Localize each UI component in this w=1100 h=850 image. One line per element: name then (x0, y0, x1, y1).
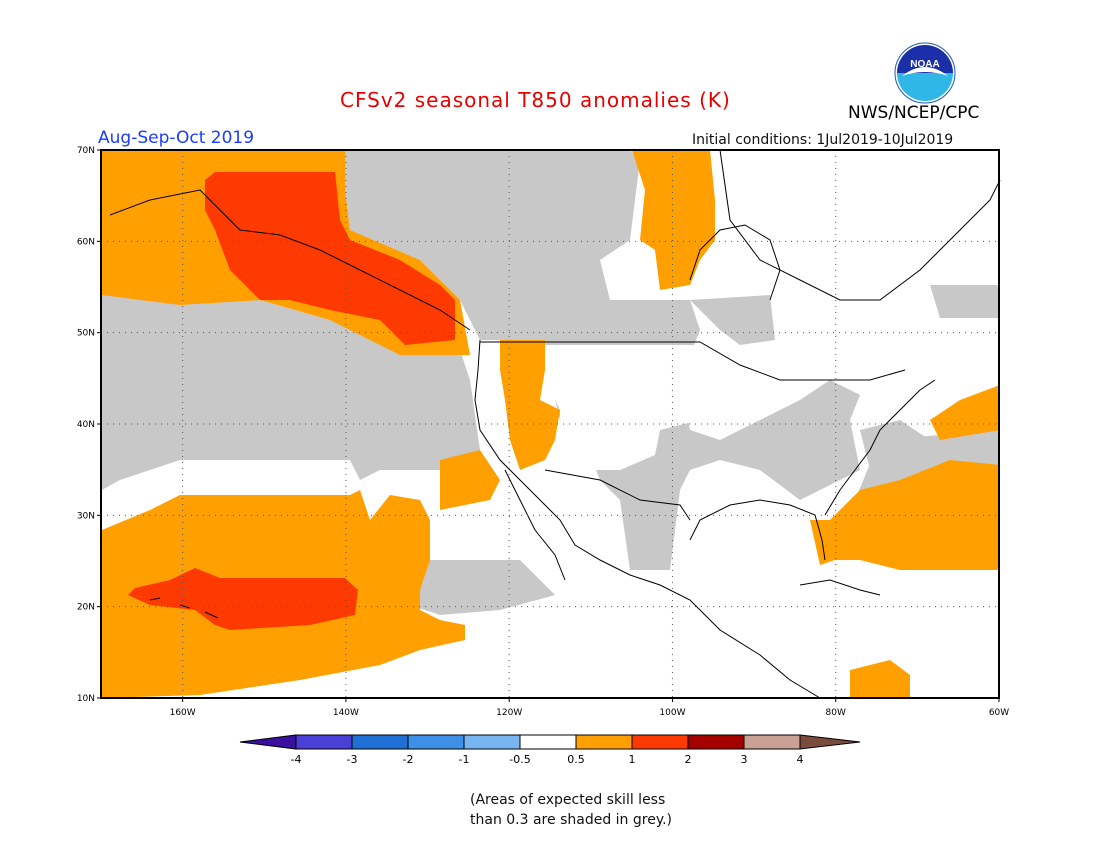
orange-region-caribbean (850, 660, 910, 698)
colorbar-segment (575, 734, 633, 750)
footnote-line-1: (Areas of expected skill less (470, 792, 666, 808)
colorbar-segment (351, 734, 409, 750)
colorbar-segment (743, 734, 801, 750)
colorbar-label: -0.5 (509, 753, 530, 766)
colorbar-segment (631, 734, 689, 750)
noaa-logo-icon: NOAA (894, 42, 956, 104)
lat-label: 40N (77, 420, 95, 430)
lat-label: 50N (77, 329, 95, 339)
grey-region-north (102, 290, 480, 490)
us-mexico-border-line (544, 469, 691, 521)
colorbar-segment (407, 734, 465, 750)
lat-label: 30N (77, 511, 95, 521)
colorbar-labels: -4 -3 -2 -1 -0.5 0.5 1 2 3 4 (291, 753, 804, 766)
east-coast-line (824, 379, 936, 516)
baja-coast-line (504, 469, 566, 581)
orange-region-greenland (632, 150, 715, 290)
grid-lines (101, 150, 999, 698)
lat-label: 70N (77, 146, 95, 156)
alaska-coast-line (109, 189, 471, 331)
footnote-line-2: than 0.3 are shaded in grey.) (470, 812, 673, 828)
cuba-line (799, 579, 881, 596)
forecast-period: Aug-Sep-Oct 2019 (98, 128, 255, 148)
west-coast-line (474, 339, 821, 699)
orange-region-new-england (930, 385, 1000, 440)
colorbar-label: 1 (629, 753, 636, 766)
gulf-coast-line (689, 499, 826, 561)
orange-region-atlantic-east (830, 460, 1000, 570)
skill-footnote: (Areas of expected skill less than 0.3 a… (470, 790, 672, 830)
svg-text:NOAA: NOAA (910, 59, 939, 70)
colorbar-label: 3 (741, 753, 748, 766)
lon-label: 160W (170, 708, 196, 718)
longitude-labels: 160W 140W 120W 100W 80W 60W (170, 698, 1009, 718)
red-region-hawaii (128, 568, 358, 630)
initial-conditions: Initial conditions: 1Jul2019-10Jul2019 (692, 132, 954, 148)
colorbar (239, 734, 861, 750)
grey-region-labrador (930, 285, 1000, 318)
white-region-rockies (545, 345, 700, 470)
lon-label: 80W (826, 708, 846, 718)
colorbar-arrow-high (799, 734, 861, 750)
lat-label: 60N (77, 237, 95, 247)
orange-region-baja (440, 450, 500, 510)
colorbar-segment (519, 734, 577, 750)
colorbar-label: -4 (291, 753, 302, 766)
red-region-alaska (205, 172, 455, 345)
anomaly-shading (102, 150, 1000, 698)
lon-label: 60W (989, 708, 1009, 718)
greenland-coast-line (719, 149, 1001, 301)
lat-label: 10N (77, 694, 95, 704)
colorbar-label: -2 (403, 753, 414, 766)
grey-region-southeast (860, 420, 930, 470)
colorbar-label: -1 (459, 753, 470, 766)
lon-label: 100W (659, 708, 685, 718)
colorbar-label: -3 (347, 753, 358, 766)
lon-label: 120W (496, 708, 522, 718)
colorbar-arrow-low (239, 734, 297, 750)
orange-region-great-basin (500, 340, 560, 470)
coastlines (109, 149, 1001, 699)
map-title: CFSv2 seasonal T850 anomalies (K) (340, 88, 731, 112)
colorbar-segment (687, 734, 745, 750)
colorbar-label: 2 (685, 753, 692, 766)
grey-region-north-atlantic (690, 295, 775, 345)
canada-border-line (480, 341, 906, 381)
colorbar-label: 4 (797, 753, 804, 766)
lon-label: 140W (333, 708, 359, 718)
grey-region-mexico-pacific (410, 560, 555, 615)
colorbar-segment (295, 734, 353, 750)
latitude-labels: 70N 60N 50N 40N 30N 20N 10N (77, 146, 101, 704)
colorbar-segment (463, 734, 521, 750)
colorbar-label: 0.5 (567, 753, 585, 766)
lat-label: 20N (77, 603, 95, 613)
agency-label: NWS/NCEP/CPC (848, 103, 980, 123)
